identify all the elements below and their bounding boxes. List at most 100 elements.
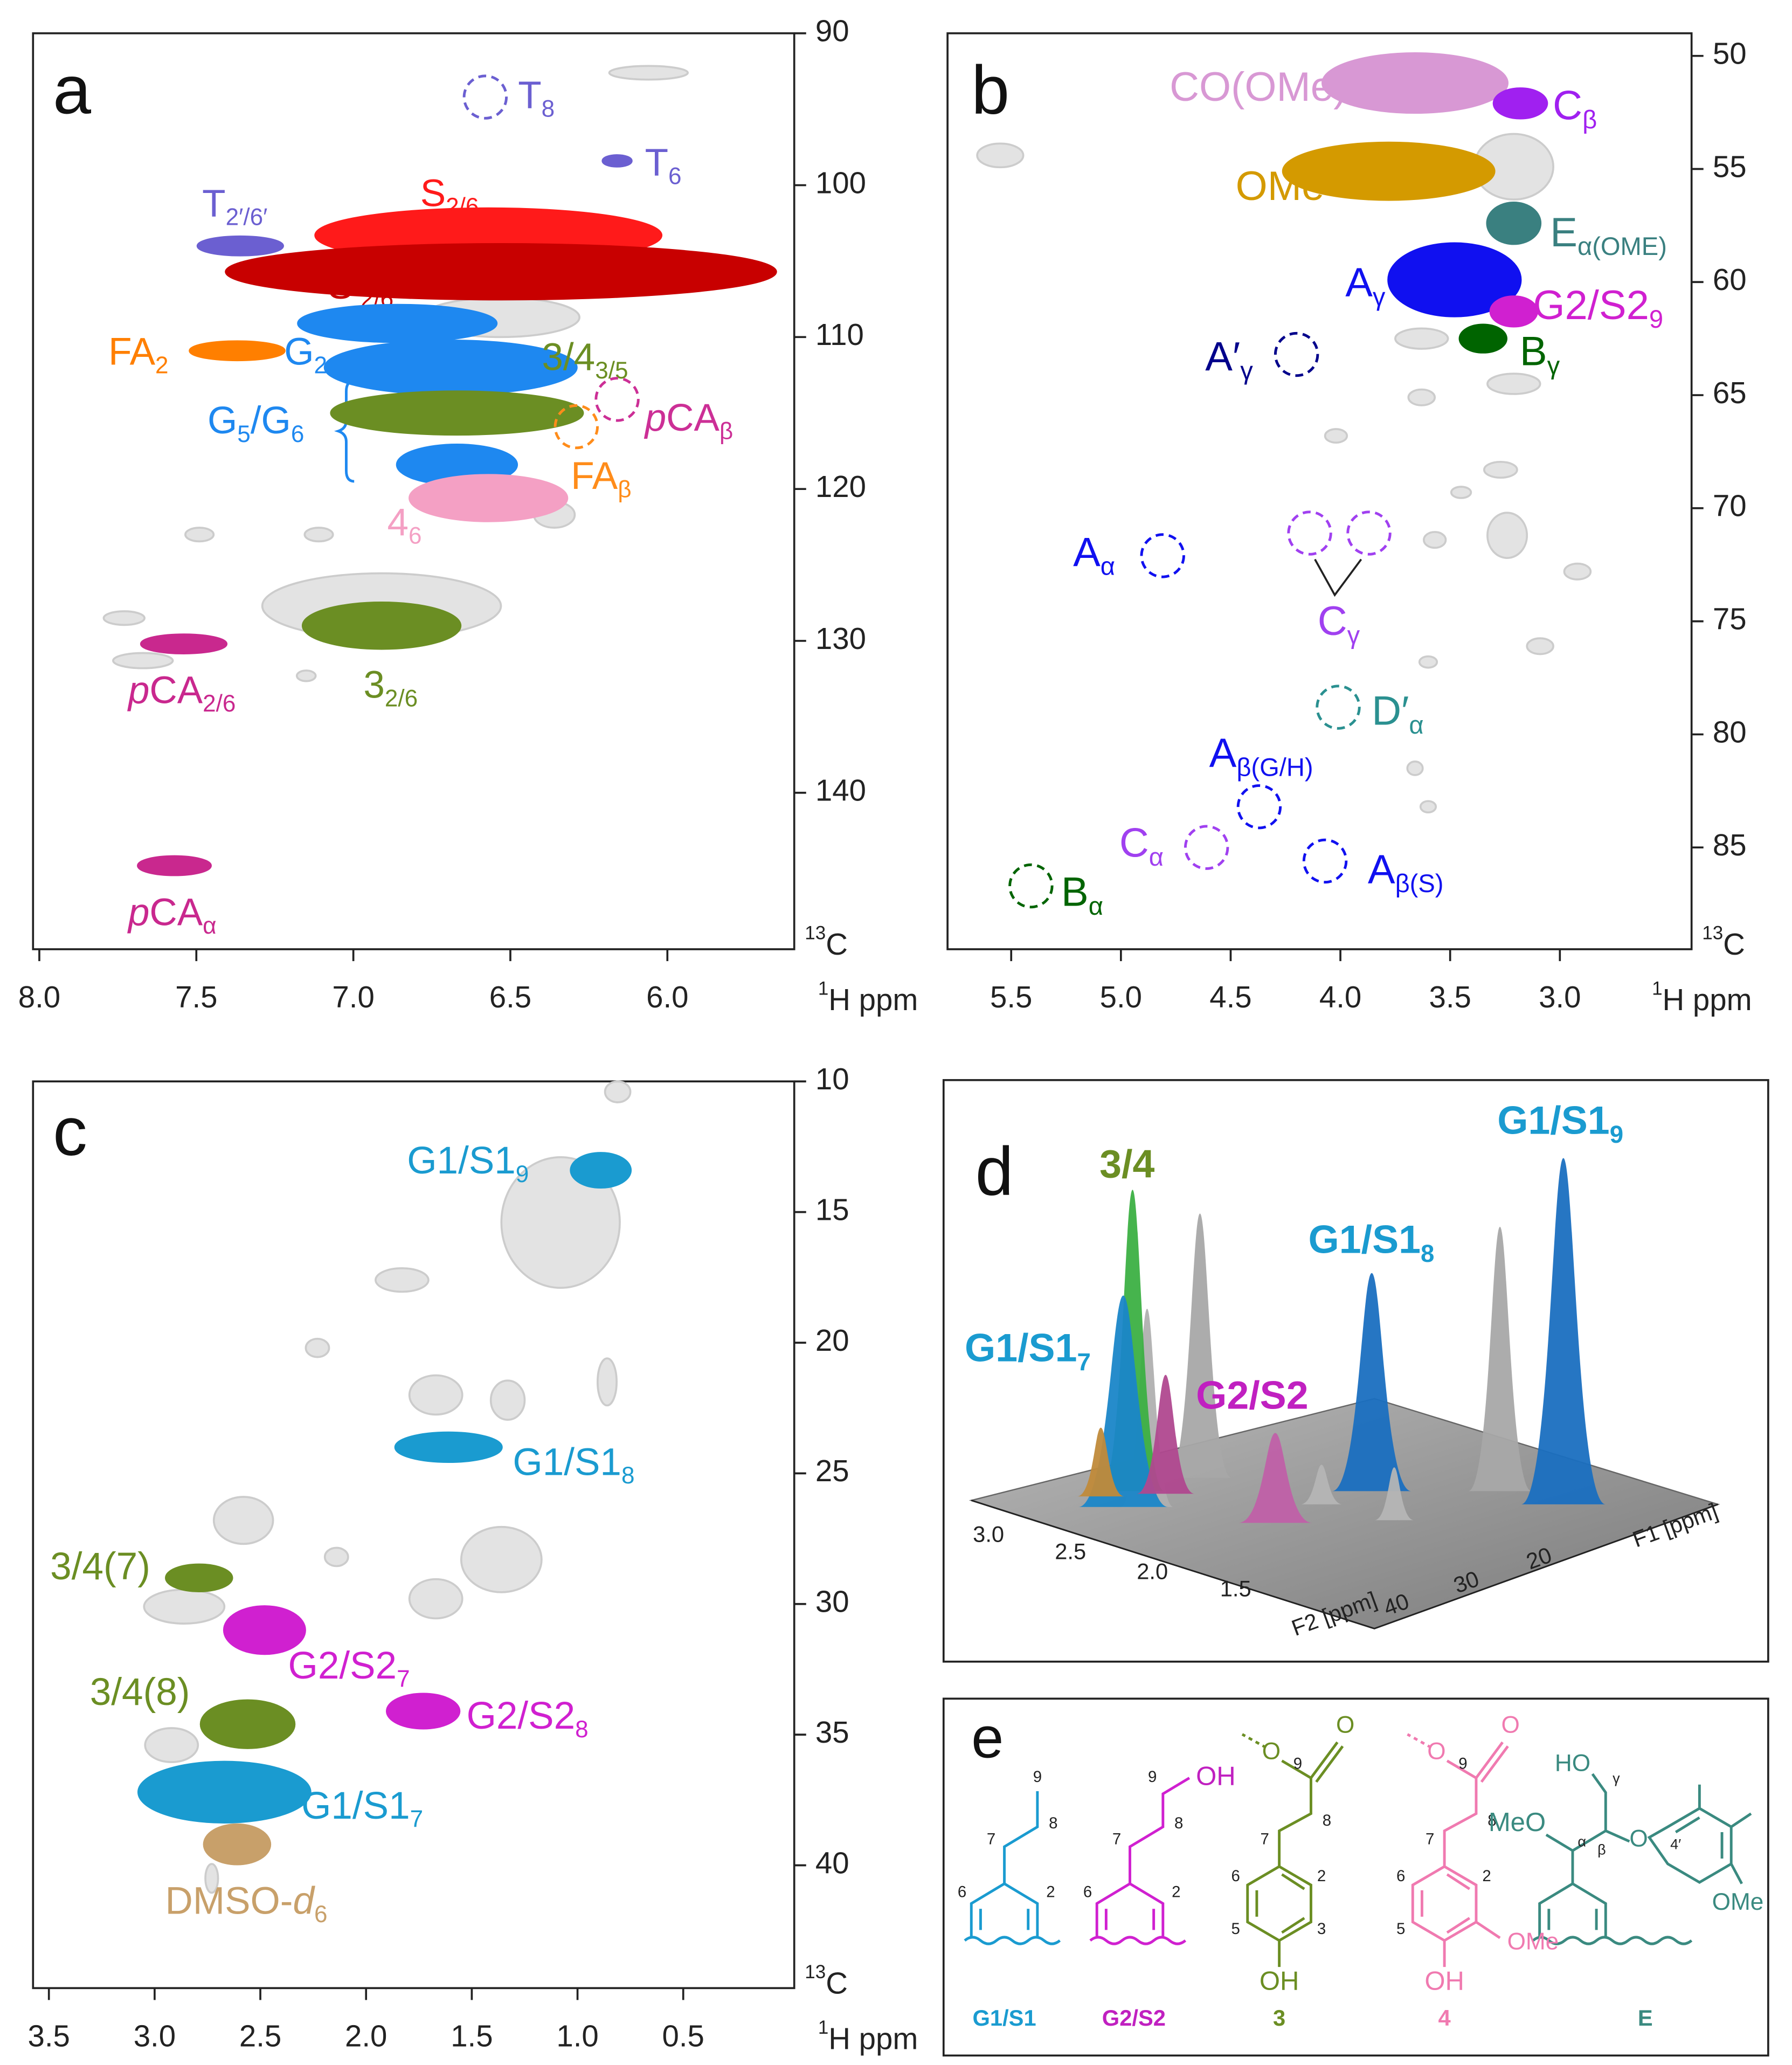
peak-label: S2/6	[420, 172, 479, 220]
unassigned-peak	[204, 1863, 219, 1894]
peak-label: 3/4(8)	[90, 1671, 190, 1714]
peak	[203, 1823, 272, 1866]
label-part: B	[1061, 869, 1089, 915]
connector	[1314, 558, 1362, 597]
undetected-peak	[553, 404, 599, 450]
y-tick-label: 100	[815, 165, 866, 199]
unassigned-peak	[1422, 531, 1447, 549]
label-part: 7	[1077, 1348, 1091, 1376]
unassigned-peak	[1394, 327, 1449, 350]
label-part: α(OME)	[1577, 232, 1667, 261]
brace	[334, 379, 355, 483]
unassigned-peak	[212, 1496, 274, 1545]
label-part: G1/S1	[513, 1441, 621, 1483]
label-part: d	[293, 1880, 315, 1922]
label-part: S	[420, 172, 446, 215]
peak	[223, 1605, 306, 1655]
peak	[601, 154, 633, 168]
undetected-peak	[1008, 863, 1054, 909]
structures	[964, 1733, 1752, 1967]
peak-label: 3/43/5	[542, 336, 628, 384]
peak-label: T6	[645, 142, 682, 190]
atom-label: 6	[1231, 1867, 1240, 1885]
peak-label: T2′/6′	[202, 183, 267, 231]
label-part: 7	[410, 1806, 424, 1832]
unassigned-peak	[295, 669, 317, 682]
x-tick-label: 5.0	[1100, 980, 1142, 1014]
peak-label: Cγ	[1318, 598, 1360, 650]
structure-g1s1	[970, 1791, 1039, 1937]
label-part: 1	[1652, 978, 1662, 999]
y-tick-label: 25	[815, 1454, 849, 1488]
label-part: 13	[805, 1962, 826, 1983]
unassigned-peak	[1563, 562, 1592, 581]
label-part: γ	[1373, 282, 1386, 311]
atom-label: O	[1502, 1711, 1520, 1738]
peak-3d	[1332, 1273, 1412, 1491]
label-part: C	[1119, 820, 1149, 866]
atom-label: 7	[987, 1830, 995, 1848]
peak	[570, 1152, 632, 1189]
peak-label: pCAβ	[644, 397, 734, 445]
x-tick-label: 7.5	[175, 980, 217, 1014]
atom-label: OH	[1196, 1762, 1236, 1791]
peak-label: Cβ	[1553, 83, 1597, 134]
label-part: CA	[149, 669, 203, 712]
label-part: 6	[291, 420, 305, 447]
x-tick-label: 3.5	[28, 2019, 70, 2053]
f2-tick-label: 3.0	[973, 1522, 1004, 1547]
label-part: γ	[1347, 621, 1360, 650]
peak-label: Aα	[1073, 529, 1115, 581]
label-part: α	[1089, 892, 1103, 920]
label-part: E	[1550, 210, 1577, 255]
x-tick-label: 6.5	[489, 980, 531, 1014]
undetected-peak	[1184, 825, 1229, 870]
peak	[330, 390, 584, 436]
label-part: 8	[621, 1462, 635, 1489]
axes-3d	[971, 1500, 1719, 1629]
peak-label: pCA2/6	[127, 669, 236, 717]
atom-label: OMe	[1507, 1929, 1559, 1955]
y-tick-label: 20	[815, 1323, 849, 1357]
peak-label: G2	[284, 330, 327, 378]
label-part: G2/S2	[1196, 1373, 1309, 1418]
y-tick-label: 80	[1713, 715, 1747, 749]
label-part: A	[1368, 847, 1395, 893]
y-tick-label: 10	[815, 1062, 849, 1096]
peak-label: DMSO-d6	[165, 1880, 328, 1928]
label-part: A′	[1205, 334, 1240, 379]
label-part: β	[719, 418, 733, 445]
unassigned-peak	[1419, 800, 1437, 814]
label-part: 5	[237, 420, 251, 447]
undetected-peak	[1236, 784, 1282, 830]
label-part: 3	[363, 664, 385, 706]
unassigned-peak	[489, 1379, 526, 1421]
f2-tick-label: 1.5	[1220, 1576, 1251, 1601]
peak-label: Aβ(G/H)	[1209, 730, 1313, 782]
peak	[137, 1760, 312, 1824]
panel-d-frame	[942, 1079, 1769, 1663]
peak-label: T8	[518, 74, 555, 122]
peak-label: G1/S18	[1309, 1217, 1435, 1267]
unassigned-peak	[460, 1525, 543, 1593]
atom-label: MeO	[1489, 1808, 1546, 1837]
label-part: β(S)	[1395, 869, 1444, 898]
atom-label: γ	[1613, 1770, 1620, 1786]
peak-3d	[1238, 1433, 1312, 1523]
peak-label: CO(OMe)	[1170, 64, 1347, 110]
y-axis-label: 13C	[805, 1962, 848, 2000]
compound-name: 4	[1438, 2005, 1451, 2031]
undetected-peak	[1140, 533, 1185, 578]
y-tick-label: 65	[1713, 376, 1747, 410]
peak-label: G1/S17	[965, 1325, 1091, 1376]
atom-label: β	[1597, 1841, 1606, 1857]
unassigned-peak	[1450, 486, 1472, 499]
label-part: p	[127, 669, 150, 712]
panel-letter: a	[53, 52, 91, 129]
atom-label: O	[1629, 1825, 1648, 1852]
peak-label: pCAα	[127, 891, 217, 939]
label-part: p	[127, 891, 150, 934]
atom-label: O	[1336, 1711, 1354, 1738]
y-axis-label: 13C	[805, 923, 848, 961]
unassigned-peak	[144, 1727, 199, 1763]
